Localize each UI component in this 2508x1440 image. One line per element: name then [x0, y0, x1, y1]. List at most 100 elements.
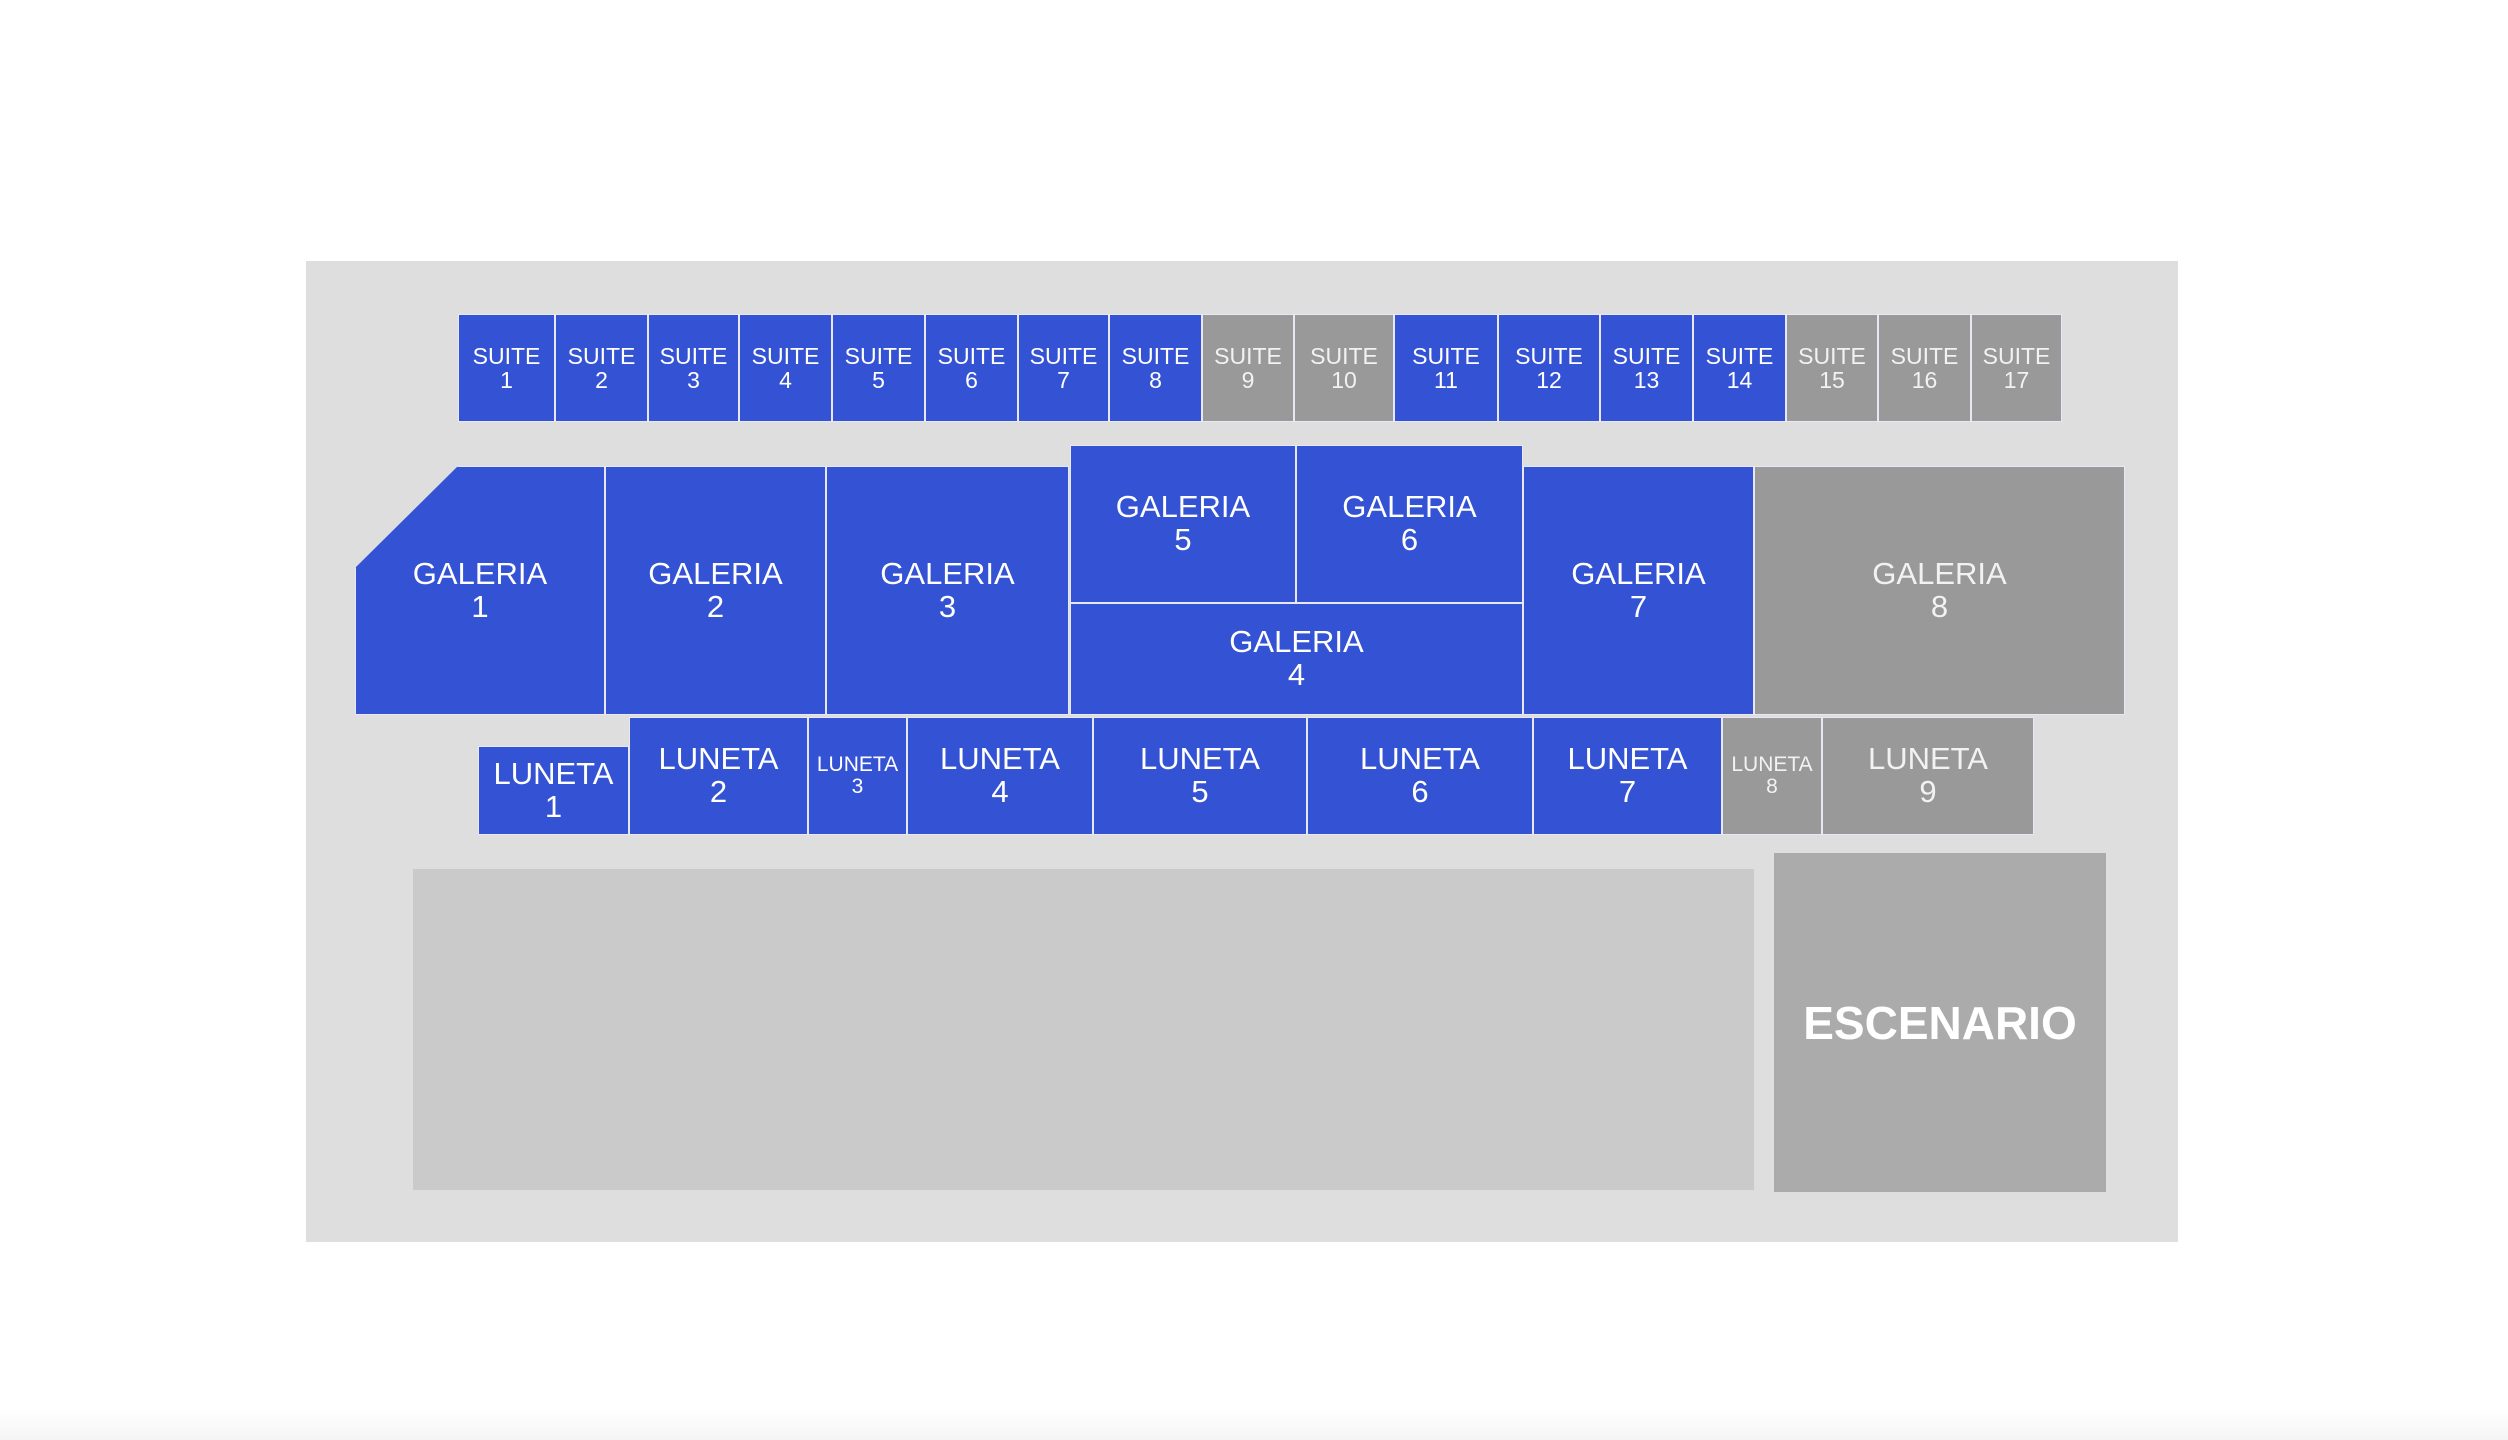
section-number: 3: [938, 588, 957, 624]
section-name: SUITE: [937, 342, 1006, 369]
section-suite11[interactable]: SUITE 11: [1394, 314, 1498, 422]
section-name: LUNETA: [939, 741, 1060, 777]
section-number: 5: [1191, 774, 1209, 809]
section-galeria6[interactable]: GALERIA 6: [1296, 445, 1523, 603]
section-number: 2: [595, 367, 608, 393]
section-name: SUITE: [1214, 342, 1282, 369]
section-suite5[interactable]: SUITE 5: [832, 314, 925, 422]
section-suite16[interactable]: SUITE 16: [1878, 314, 1971, 422]
section-suite14[interactable]: SUITE 14: [1693, 314, 1786, 422]
section-name: GALERIA: [412, 555, 548, 591]
section-name: LUNETA: [816, 752, 899, 776]
section-luneta4[interactable]: LUNETA 4: [907, 717, 1093, 835]
section-name: SUITE: [751, 342, 820, 369]
section-number: 1: [471, 588, 489, 624]
section-suite1[interactable]: SUITE 1: [458, 314, 555, 422]
section-name: GALERIA: [1342, 489, 1477, 525]
section-name: GALERIA: [1571, 555, 1706, 591]
section-suite13[interactable]: SUITE 13: [1600, 314, 1693, 422]
section-number: 1: [544, 788, 563, 824]
section-name: SUITE: [1121, 342, 1190, 369]
section-number: 6: [965, 367, 978, 393]
section-suite3[interactable]: SUITE 3: [648, 314, 739, 422]
section-suite9[interactable]: SUITE 9: [1202, 314, 1294, 422]
section-name: SUITE: [567, 342, 636, 369]
section-name: SUITE: [1515, 342, 1583, 369]
section-galeria7[interactable]: GALERIA 7: [1523, 466, 1754, 715]
section-number: 6: [1400, 522, 1419, 557]
section-galeria5[interactable]: GALERIA 5: [1070, 445, 1296, 603]
section-number: 16: [1911, 367, 1938, 393]
section-number: 13: [1633, 367, 1660, 393]
section-name: LUNETA: [1359, 741, 1480, 777]
section-number: 6: [1411, 774, 1429, 809]
section-suite6[interactable]: SUITE 6: [925, 314, 1018, 422]
section-suite10[interactable]: SUITE 10: [1294, 314, 1394, 422]
section-suite8[interactable]: SUITE 8: [1109, 314, 1202, 422]
section-suite7[interactable]: SUITE 7: [1018, 314, 1109, 422]
section-name: LUNETA: [1139, 741, 1260, 777]
section-number: 5: [872, 367, 885, 393]
section-suite4[interactable]: SUITE 4: [739, 314, 832, 422]
section-name: LUNETA: [1731, 752, 1813, 776]
section-name: SUITE: [844, 342, 913, 369]
section-name: GALERIA: [648, 555, 783, 591]
section-number: 7: [1629, 588, 1648, 624]
section-number: 7: [1057, 367, 1070, 393]
section-name: SUITE: [1612, 342, 1681, 369]
section-number: 1: [500, 367, 513, 393]
section-luneta2[interactable]: LUNETA 2: [629, 717, 808, 835]
section-name: SUITE: [1310, 342, 1378, 369]
section-number: 2: [709, 774, 728, 809]
section-luneta9[interactable]: LUNETA 9: [1822, 717, 2034, 835]
section-number: 15: [1819, 367, 1845, 393]
section-luneta7[interactable]: LUNETA 7: [1533, 717, 1722, 835]
section-name: GALERIA: [1872, 555, 2007, 591]
section-name: SUITE: [659, 342, 728, 369]
section-luneta8[interactable]: LUNETA 8: [1722, 717, 1822, 835]
section-name: GALERIA: [1229, 624, 1364, 660]
section-number: 5: [1174, 522, 1192, 557]
section-luneta5[interactable]: LUNETA 5: [1093, 717, 1307, 835]
stage-label: ESCENARIO: [1803, 996, 2077, 1049]
section-galeria4[interactable]: GALERIA 4: [1070, 603, 1523, 715]
section-name: LUNETA: [658, 741, 779, 777]
section-number: 12: [1536, 367, 1562, 393]
section-luneta1[interactable]: LUNETA 1: [478, 746, 629, 835]
stage: ESCENARIO: [1774, 853, 2106, 1192]
section-name: GALERIA: [1115, 489, 1251, 525]
section-name: LUNETA: [1567, 741, 1688, 777]
section-number: 9: [1919, 774, 1937, 809]
section-number: 17: [2003, 367, 2030, 393]
section-suite2[interactable]: SUITE 2: [555, 314, 648, 422]
section-number: 8: [1930, 588, 1949, 624]
section-luneta3[interactable]: LUNETA 3: [808, 717, 907, 835]
page-bottom-edge: [0, 1410, 2508, 1440]
section-luneta6[interactable]: LUNETA 6: [1307, 717, 1533, 835]
section-number: 14: [1726, 367, 1753, 393]
section-number: 2: [706, 588, 725, 624]
section-number: 7: [1618, 774, 1637, 809]
floor-area: [413, 869, 1754, 1190]
section-number: 3: [687, 367, 700, 393]
section-galeria8[interactable]: GALERIA 8: [1754, 466, 2125, 715]
section-suite17[interactable]: SUITE 17: [1971, 314, 2062, 422]
section-galeria3[interactable]: GALERIA 3: [826, 466, 1069, 715]
section-number: 4: [779, 367, 792, 393]
section-name: SUITE: [1705, 342, 1774, 369]
section-number: 3: [851, 775, 864, 798]
section-name: SUITE: [1798, 342, 1866, 369]
section-name: SUITE: [472, 342, 541, 369]
section-number: 9: [1241, 367, 1255, 393]
section-number: 8: [1149, 367, 1162, 393]
section-suite12[interactable]: SUITE 12: [1498, 314, 1600, 422]
section-number: 11: [1434, 367, 1458, 393]
section-galeria2[interactable]: GALERIA 2: [605, 466, 826, 715]
section-suite15[interactable]: SUITE 15: [1786, 314, 1878, 422]
section-name: LUNETA: [493, 755, 614, 791]
section-number: 10: [1331, 367, 1357, 393]
section-name: LUNETA: [1867, 741, 1988, 777]
section-name: SUITE: [1029, 342, 1098, 369]
section-number: 8: [1766, 775, 1778, 798]
section-name: GALERIA: [880, 555, 1015, 591]
